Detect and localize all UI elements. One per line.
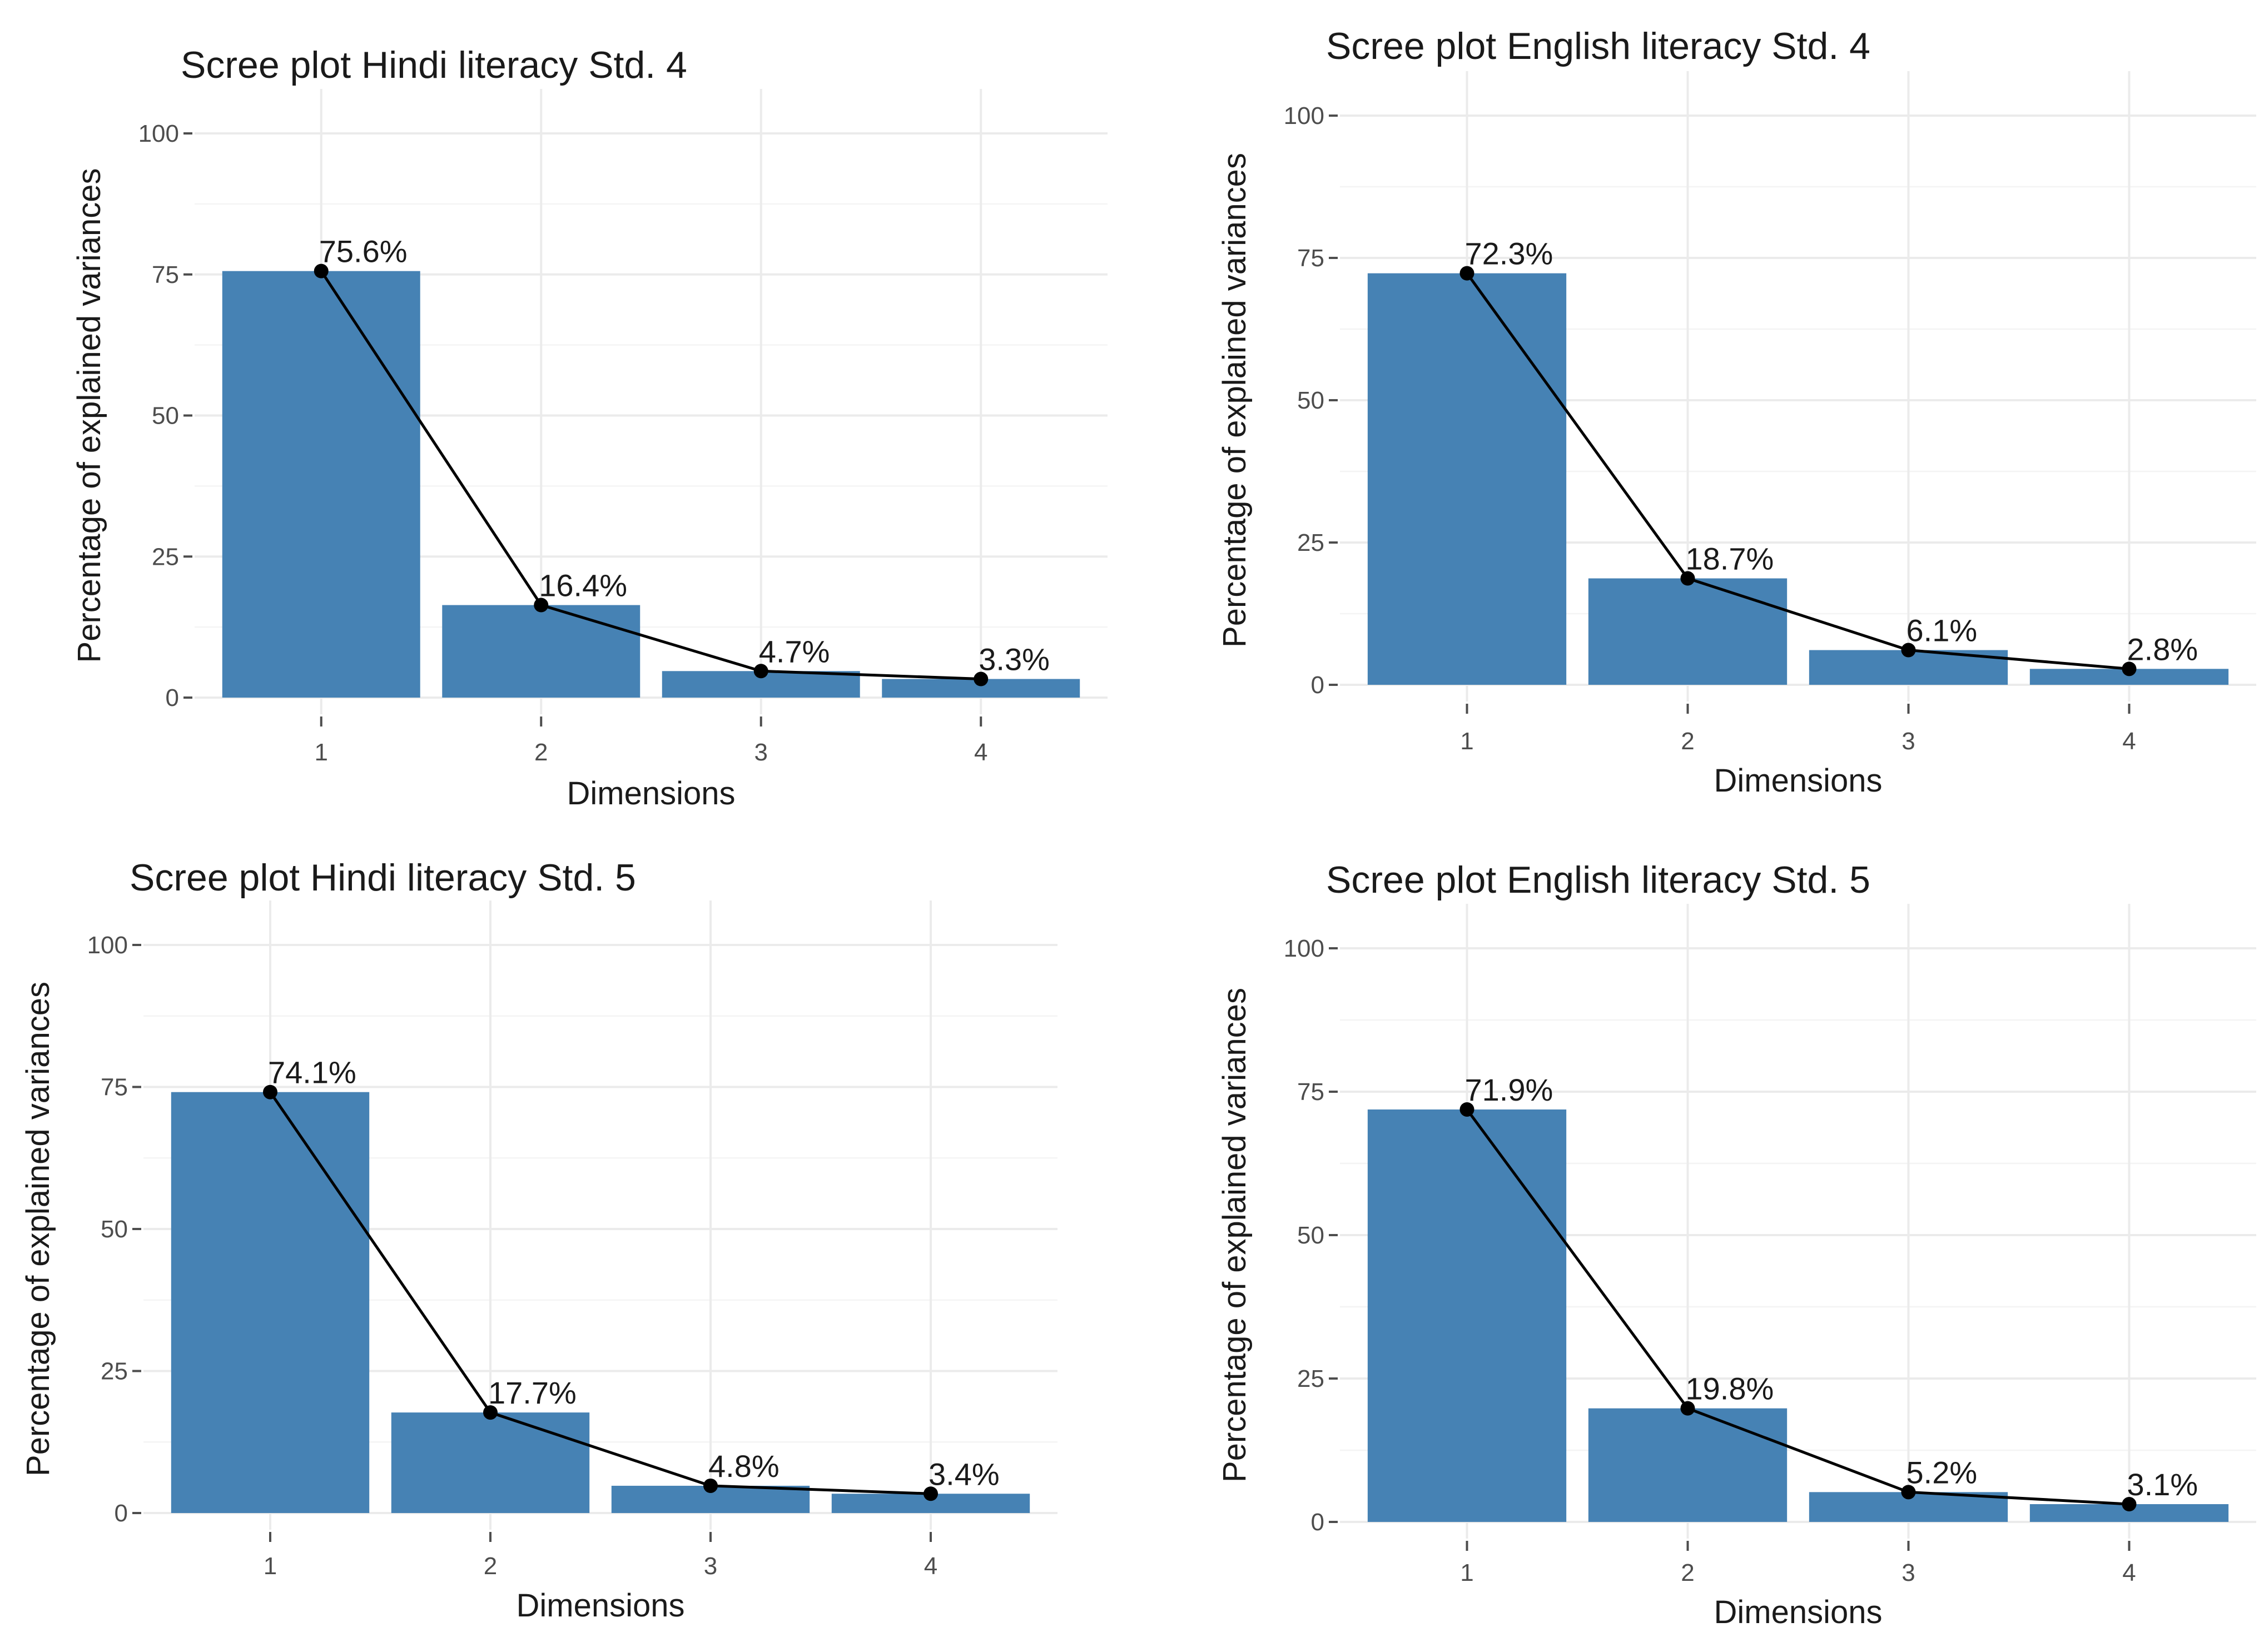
x-tick-label: 4 — [2122, 1559, 2136, 1586]
bar-dim-2 — [1588, 578, 1788, 685]
data-label-dim-1: 74.1% — [268, 1055, 356, 1090]
y-tick-label: 100 — [138, 120, 179, 147]
data-label-dim-1: 71.9% — [1465, 1072, 1553, 1107]
x-axis-title: Dimensions — [1714, 1594, 1883, 1630]
point-dim-2 — [1680, 1401, 1695, 1416]
x-tick-label: 3 — [1901, 728, 1915, 755]
x-tick-label: 4 — [2122, 728, 2136, 755]
bar-dim-2 — [1588, 1408, 1788, 1522]
chart-title: Scree plot English literacy Std. 4 — [1326, 25, 1870, 67]
y-tick-label: 100 — [1284, 102, 1324, 130]
x-tick-label: 4 — [924, 1553, 937, 1580]
x-tick-label: 3 — [704, 1553, 717, 1580]
data-label-dim-4: 3.3% — [979, 642, 1050, 677]
chart-panel-1: 0 25 50 75 100 75.6% 16.4% 4.7% 3.3% 1 2 3 4 Scree pl… — [71, 44, 1108, 812]
data-label-dim-2: 19.8% — [1686, 1371, 1774, 1406]
variance-line — [320, 270, 981, 681]
y-tick-label: 25 — [152, 543, 179, 570]
y-tick-label: 0 — [166, 684, 179, 711]
y-tick-label: 25 — [1297, 529, 1324, 556]
x-axis-title: Dimensions — [567, 775, 736, 812]
data-label-dim-3: 5.2% — [1906, 1455, 1978, 1490]
bar-dim-1 — [1367, 1109, 1567, 1522]
point-dim-2 — [534, 598, 549, 613]
point-dim-1 — [1459, 266, 1474, 281]
y-axis-title: Percentage of explained variances — [1217, 153, 1253, 648]
x-tick-label: 1 — [264, 1553, 277, 1580]
x-axis-title: Dimensions — [517, 1588, 685, 1624]
variance-line — [269, 1091, 931, 1495]
data-label-dim-3: 6.1% — [1906, 613, 1978, 648]
y-tick-label: 50 — [1297, 387, 1324, 414]
y-tick-label: 75 — [1297, 245, 1324, 272]
point-dim-3 — [1901, 1485, 1916, 1500]
y-tick-label: 50 — [152, 402, 179, 430]
bar-dim-1 — [171, 1092, 370, 1513]
y-axis-title: Percentage of explained variances — [71, 168, 107, 663]
x-tick-label: 4 — [974, 739, 987, 766]
chart-panel-4: 0 25 50 75 100 71.9% 19.8% 5.2% 3.1% 1 2 3 4 Scree pl… — [1217, 859, 2256, 1630]
point-dim-4 — [2122, 1497, 2137, 1512]
chart-title: Scree plot Hindi literacy Std. 4 — [181, 44, 687, 86]
data-label-dim-2: 17.7% — [488, 1375, 577, 1410]
bar-dim-2 — [391, 1412, 590, 1513]
data-label-dim-1: 75.6% — [319, 234, 408, 269]
point-dim-3 — [753, 664, 768, 679]
x-tick-label: 2 — [1681, 1559, 1694, 1586]
point-dim-2 — [483, 1405, 498, 1420]
y-tick-label: 25 — [101, 1358, 128, 1385]
data-label-dim-2: 16.4% — [539, 568, 627, 603]
data-label-dim-4: 2.8% — [2127, 631, 2198, 666]
bar-dim-1 — [1367, 273, 1567, 685]
y-tick-label: 25 — [1297, 1365, 1324, 1392]
x-tick-label: 1 — [1460, 728, 1473, 755]
point-dim-3 — [703, 1478, 718, 1493]
data-label-dim-3: 4.7% — [759, 634, 830, 669]
y-tick-label: 75 — [1297, 1078, 1324, 1106]
y-tick-label: 0 — [1311, 671, 1324, 699]
x-tick-label: 1 — [315, 739, 328, 766]
x-tick-label: 1 — [1460, 1559, 1473, 1586]
point-dim-4 — [2122, 661, 2137, 676]
point-dim-2 — [1680, 571, 1695, 586]
data-label-dim-4: 3.4% — [929, 1456, 1000, 1491]
bar-dim-2 — [442, 605, 641, 698]
y-tick-label: 100 — [1284, 935, 1324, 962]
y-tick-label: 100 — [87, 932, 128, 959]
point-dim-4 — [924, 1486, 938, 1501]
data-label-dim-1: 72.3% — [1465, 236, 1553, 271]
chart-title: Scree plot English literacy Std. 5 — [1326, 859, 1870, 901]
x-tick-label: 2 — [484, 1553, 497, 1580]
data-label-dim-4: 3.1% — [2127, 1467, 2198, 1502]
variance-line — [1466, 272, 2129, 670]
x-tick-label: 3 — [754, 739, 768, 766]
x-tick-label: 2 — [1681, 728, 1694, 755]
variance-line — [1466, 1108, 2129, 1506]
x-tick-label: 3 — [1901, 1559, 1915, 1586]
data-label-dim-2: 18.7% — [1686, 541, 1774, 576]
point-dim-1 — [314, 263, 329, 278]
point-dim-1 — [1459, 1102, 1474, 1117]
point-dim-3 — [1901, 643, 1916, 658]
y-tick-label: 0 — [1311, 1509, 1324, 1536]
point-dim-1 — [263, 1084, 277, 1099]
x-axis-title: Dimensions — [1714, 763, 1883, 799]
chart-panel-2: 0 25 50 75 100 72.3% 18.7% 6.1% 2.8% 1 2 3 4 Scree pl… — [1217, 25, 2256, 799]
y-axis-title: Percentage of explained variances — [20, 982, 56, 1476]
data-label-dim-3: 4.8% — [708, 1449, 780, 1484]
chart-title: Scree plot Hindi literacy Std. 5 — [130, 857, 636, 899]
y-tick-label: 75 — [152, 261, 179, 288]
bar-dim-1 — [222, 271, 420, 698]
chart-panel-3: 0 25 50 75 100 74.1% 17.7% 4.8% 3.4% 1 2 3 4 Scree pl… — [20, 857, 1057, 1624]
y-axis-title: Percentage of explained variances — [1217, 988, 1253, 1482]
point-dim-4 — [974, 671, 989, 686]
x-tick-label: 2 — [534, 739, 548, 766]
y-tick-label: 75 — [101, 1074, 128, 1101]
y-tick-label: 50 — [1297, 1222, 1324, 1249]
y-tick-label: 50 — [101, 1216, 128, 1243]
y-tick-label: 0 — [115, 1500, 128, 1527]
